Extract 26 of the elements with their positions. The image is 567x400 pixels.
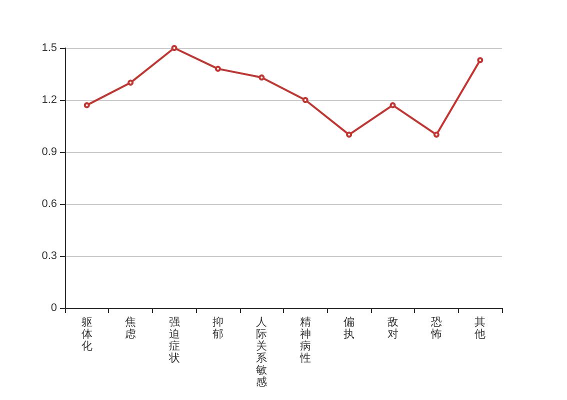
point (433, 132, 440, 138)
x-tick-label: 躯体化 (81, 316, 92, 352)
y-tick-label: 0 (50, 302, 57, 314)
point (390, 102, 396, 108)
y-tick-label: 1.5 (42, 42, 57, 54)
point (84, 102, 90, 108)
point (346, 132, 352, 138)
point (214, 66, 221, 72)
x-tick-label: 强迫症状 (168, 316, 180, 364)
y-tick-label: 0.6 (42, 198, 57, 210)
x-tick-label: 人际关系敏感 (256, 316, 268, 388)
point (477, 57, 484, 64)
y-tick-label: 1.2 (42, 94, 57, 106)
x-tick-label: 抑郁 (212, 316, 224, 340)
x-tick-label: 精神病性 (298, 316, 311, 364)
y-tick-label: 0.9 (42, 146, 57, 158)
x-tick-label: 焦虑 (125, 316, 136, 340)
x-tick-label: 偏执 (344, 316, 355, 340)
x-tick-label: 恐怖 (430, 316, 442, 340)
point (128, 80, 134, 86)
x-tick-label: 敌对 (387, 316, 398, 340)
x-tick-label: 其他 (474, 316, 486, 340)
point (302, 97, 308, 103)
y-tick-label: 0.3 (42, 250, 57, 262)
point (171, 45, 178, 51)
point (258, 74, 265, 80)
